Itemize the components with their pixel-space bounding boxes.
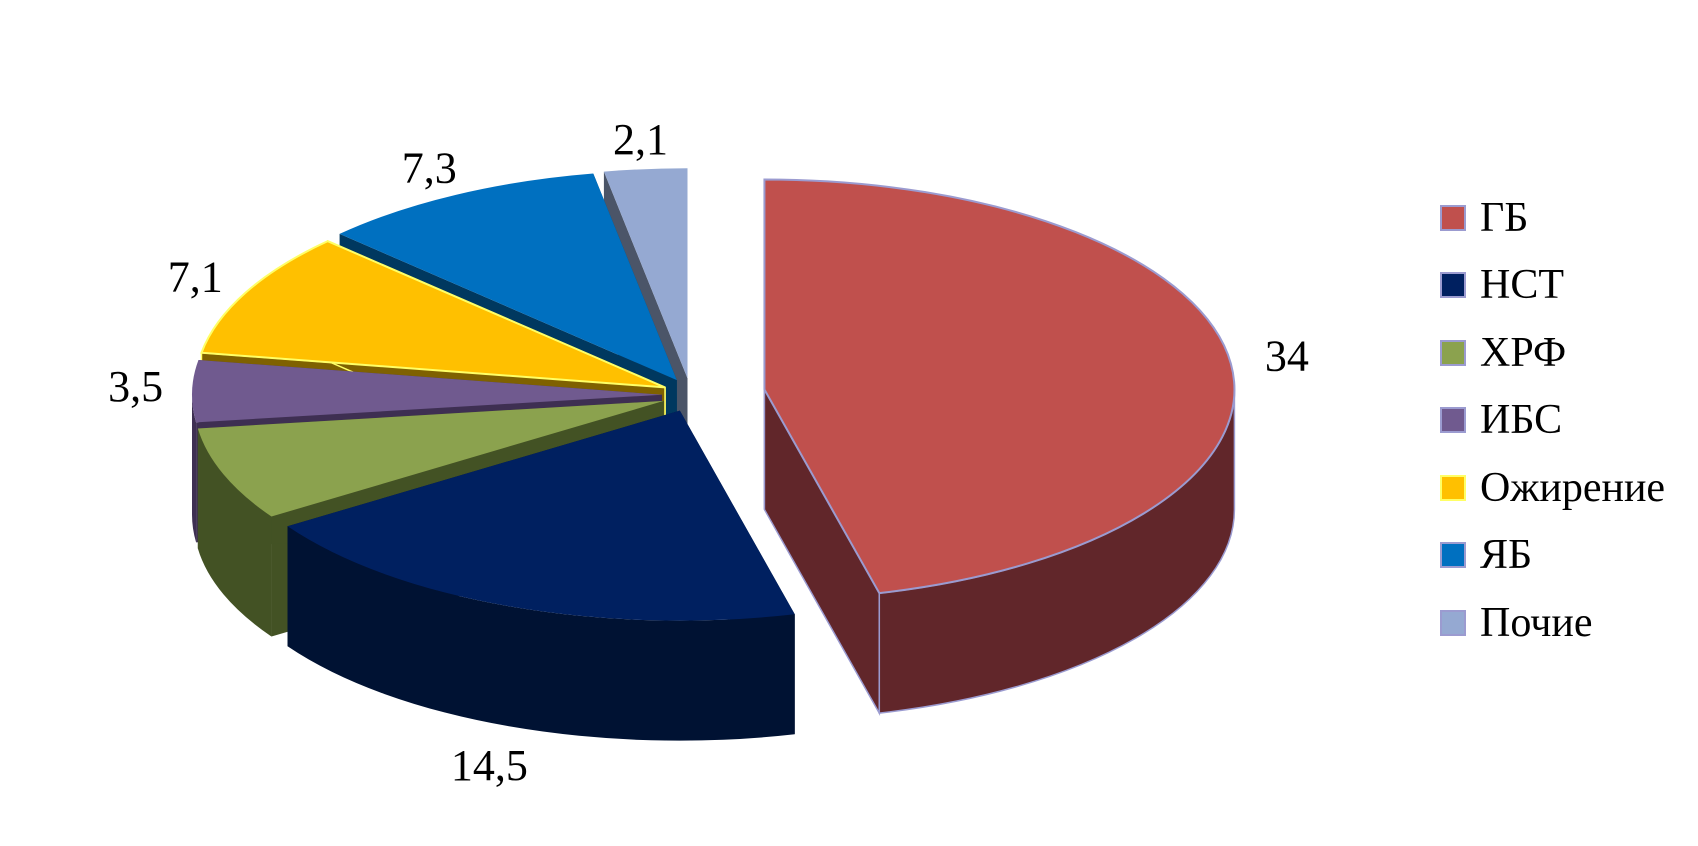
slice-нст: [287, 410, 795, 621]
legend-swatch: [1440, 339, 1466, 366]
slice-wall-хрф: [197, 428, 272, 637]
legend-item-ибс: ИБС: [1440, 387, 1665, 455]
legend-label: Почие: [1480, 599, 1593, 646]
legend-label: Ожирение: [1480, 464, 1666, 511]
legend-label: НСТ: [1480, 262, 1564, 309]
legend-item-хрф: ХРФ: [1440, 319, 1665, 387]
legend-label: ИБС: [1480, 397, 1563, 444]
legend-swatch: [1440, 474, 1466, 501]
legend-swatch: [1440, 204, 1466, 231]
legend-label: ГБ: [1480, 194, 1529, 241]
slice-почие: [603, 168, 688, 379]
legend-item-гб: ГБ: [1440, 184, 1665, 252]
legend-swatch: [1440, 407, 1466, 434]
data-label-почие: 2,1: [613, 115, 668, 164]
data-label-гб: 34: [1265, 332, 1309, 381]
legend-item-ожирение: Ожирение: [1440, 454, 1665, 522]
legend-item-яб: ЯБ: [1440, 522, 1665, 590]
slice-wall-ибс: [192, 394, 197, 543]
legend-label: ЯБ: [1480, 532, 1533, 579]
legend-swatch: [1440, 542, 1466, 569]
slice-хрф: [197, 400, 664, 517]
legend-label: ХРФ: [1480, 329, 1567, 376]
data-label-яб: 7,3: [402, 144, 457, 193]
pie-tops: [192, 168, 1236, 621]
slice-гб: [763, 178, 1236, 595]
slice-wall-нст: [287, 526, 795, 741]
slice-ибс: [192, 360, 663, 423]
data-label-ожирение: 7,1: [168, 252, 223, 301]
slice-ожирение: [200, 240, 666, 389]
data-label-ибс: 3,5: [108, 362, 163, 411]
pie-labels: 2,1 7,3 7,1 34 3,5 14,5: [108, 115, 1309, 790]
legend-swatch: [1440, 272, 1466, 299]
legend-item-нст: НСТ: [1440, 252, 1665, 320]
slice-яб: [339, 173, 677, 381]
legend: ГБ НСТ ХРФ ИБС Ожирение ЯБ Почие: [1440, 184, 1665, 657]
legend-swatch: [1440, 609, 1466, 636]
data-label-нст: 14,5: [451, 741, 528, 790]
legend-item-почие: Почие: [1440, 589, 1665, 657]
